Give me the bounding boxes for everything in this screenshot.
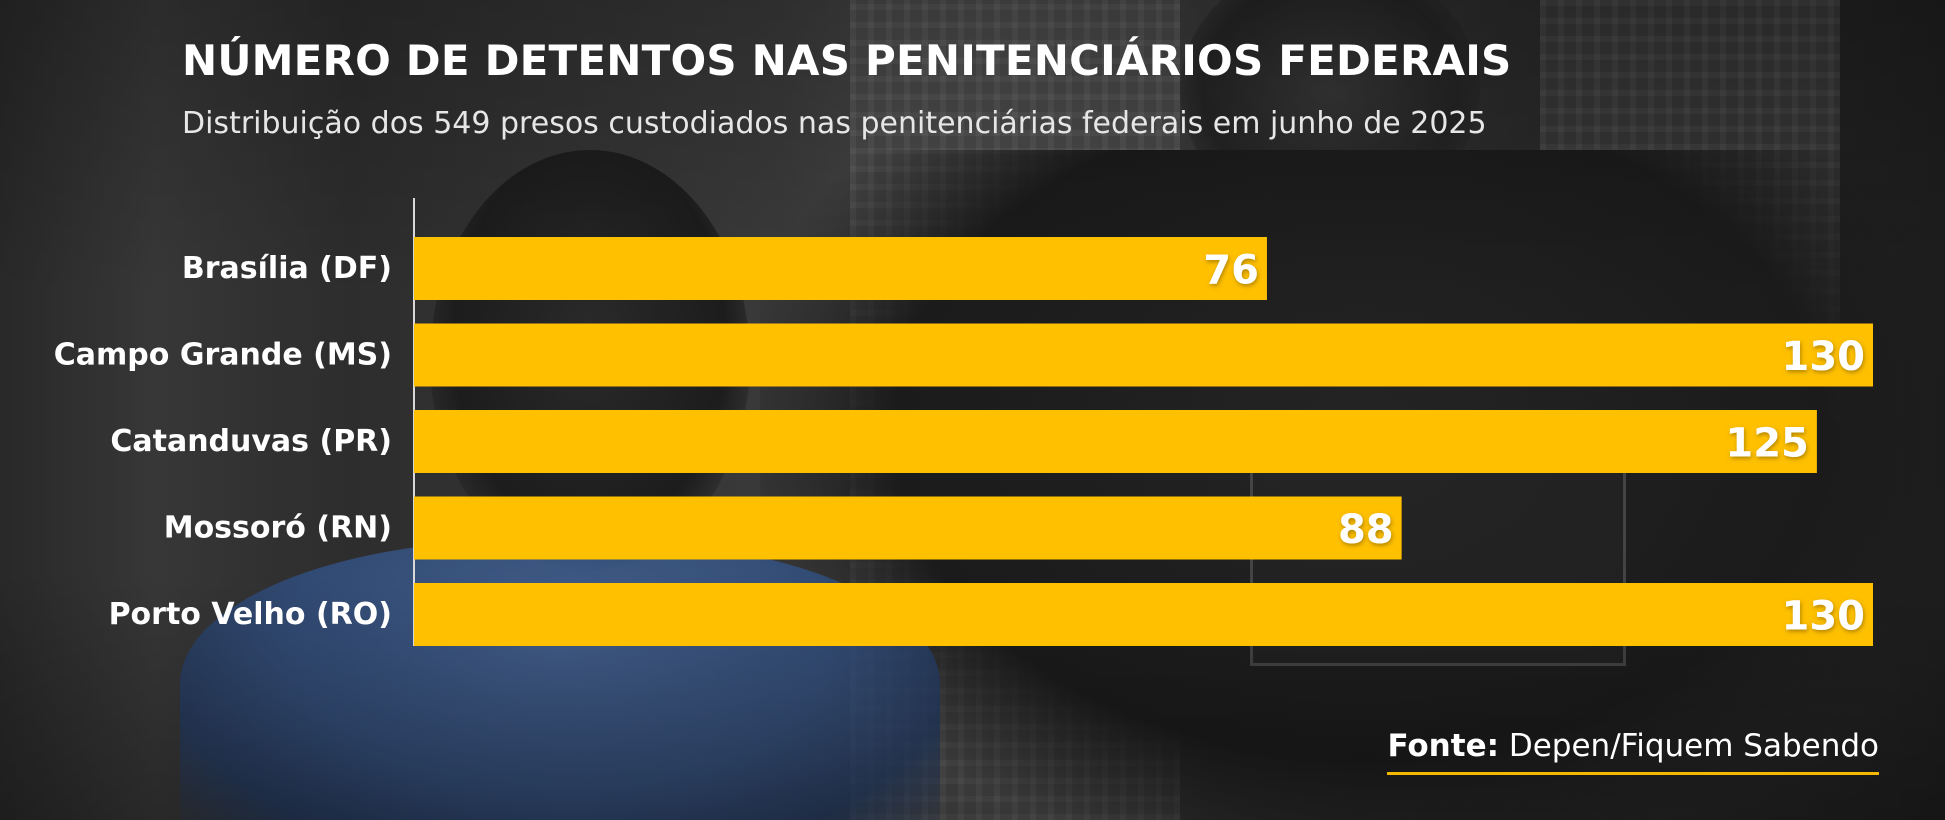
category-label: Porto Velho (RO) bbox=[109, 597, 392, 632]
bars-group: Brasília (DF) 76 Campo Grande (MS) 130 Catan… bbox=[54, 237, 1873, 646]
bar-value-label: 88 bbox=[1338, 507, 1394, 553]
bar-value-label: 130 bbox=[1782, 594, 1866, 640]
bar-value-label: 130 bbox=[1782, 334, 1866, 380]
category-label: Catanduvas (PR) bbox=[110, 424, 392, 459]
source-text: Depen/Fiquem Sabendo bbox=[1508, 728, 1879, 764]
source-credit: Fonte: Depen/Fiquem Sabendo bbox=[1387, 728, 1879, 775]
source-label: Fonte: bbox=[1387, 728, 1499, 764]
bar bbox=[414, 496, 1402, 560]
category-label: Campo Grande (MS) bbox=[54, 338, 392, 373]
bar-value-label: 125 bbox=[1725, 421, 1809, 467]
bar bbox=[414, 583, 1873, 646]
chart-subtitle: Distribuição dos 549 presos custodiados … bbox=[182, 106, 1487, 141]
chart-title: NÚMERO DE DETENTOS NAS PENITENCIÁRIOS FE… bbox=[182, 36, 1512, 85]
bar bbox=[414, 323, 1873, 387]
bar-value-label: 76 bbox=[1203, 248, 1259, 294]
bar bbox=[414, 237, 1267, 300]
category-label: Mossoró (RN) bbox=[164, 511, 392, 546]
bar bbox=[414, 410, 1817, 473]
category-label: Brasília (DF) bbox=[182, 251, 392, 286]
